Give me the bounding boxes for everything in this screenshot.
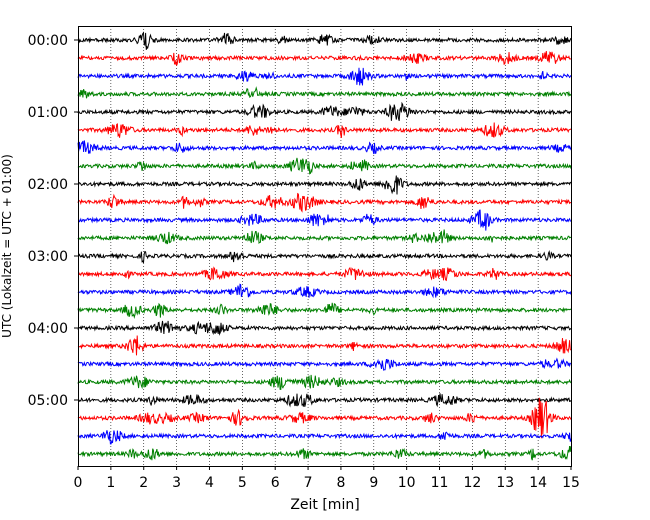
x-tick-label: 15	[562, 475, 580, 491]
trace-row	[77, 101, 572, 121]
y-tick-label: 03:00	[28, 249, 68, 265]
y-tick-label: 01:00	[28, 105, 68, 121]
x-tick-label: 3	[172, 475, 181, 491]
trace-row	[78, 209, 572, 231]
x-tick-label: 7	[304, 475, 313, 491]
x-tick-label: 0	[74, 475, 83, 491]
trace-row	[77, 320, 572, 336]
y-tick-label: 05:00	[28, 393, 68, 409]
trace-row	[77, 302, 572, 319]
y-tick-label: 04:00	[28, 321, 68, 337]
x-tick-label: 4	[205, 475, 214, 491]
trace-row	[77, 393, 572, 408]
x-tick-label: 2	[139, 475, 148, 491]
trace-row	[77, 266, 572, 282]
x-axis-label: Zeit [min]	[290, 497, 359, 513]
trace-row	[77, 86, 572, 99]
trace-row	[77, 249, 572, 264]
y-tick-label: 02:00	[28, 177, 68, 193]
vertical-grid	[110, 26, 539, 466]
y-axis-label: UTC (Lokalzeit = UTC + 01:00)	[0, 154, 14, 338]
y-tick-label: 00:00	[28, 33, 68, 49]
trace-row	[77, 229, 572, 245]
trace-row	[77, 157, 572, 175]
trace-row	[77, 374, 572, 390]
x-tick-label: 12	[463, 475, 481, 491]
x-tick-label: 1	[106, 475, 115, 491]
trace-row	[77, 122, 572, 139]
trace-row	[77, 192, 572, 213]
x-tick-label: 14	[529, 475, 547, 491]
y-axis-ticks: 00:00 01:00 02:00 03:00 04:00 05:00	[28, 33, 78, 409]
x-tick-label: 10	[398, 475, 416, 491]
trace-row	[77, 397, 572, 439]
x-tick-label: 5	[238, 475, 247, 491]
plot-frame	[78, 26, 572, 467]
trace-lines	[77, 31, 572, 461]
x-axis-ticks: 0 1 2 3 4 5 6 7 8 9 10 11 12 13 14 15	[74, 466, 580, 491]
x-tick-label: 13	[496, 475, 514, 491]
trace-row	[77, 335, 572, 356]
trace-row	[77, 357, 572, 371]
x-tick-label: 8	[336, 475, 345, 491]
x-tick-label: 9	[369, 475, 378, 491]
trace-row	[77, 50, 572, 66]
x-tick-label: 6	[271, 475, 280, 491]
trace-row	[77, 140, 572, 155]
trace-row	[77, 67, 572, 86]
x-tick-label: 11	[431, 475, 449, 491]
trace-row	[77, 445, 572, 461]
trace-row	[77, 175, 572, 195]
trace-row	[77, 283, 572, 299]
trace-row	[77, 430, 572, 445]
trace-row	[77, 31, 572, 50]
